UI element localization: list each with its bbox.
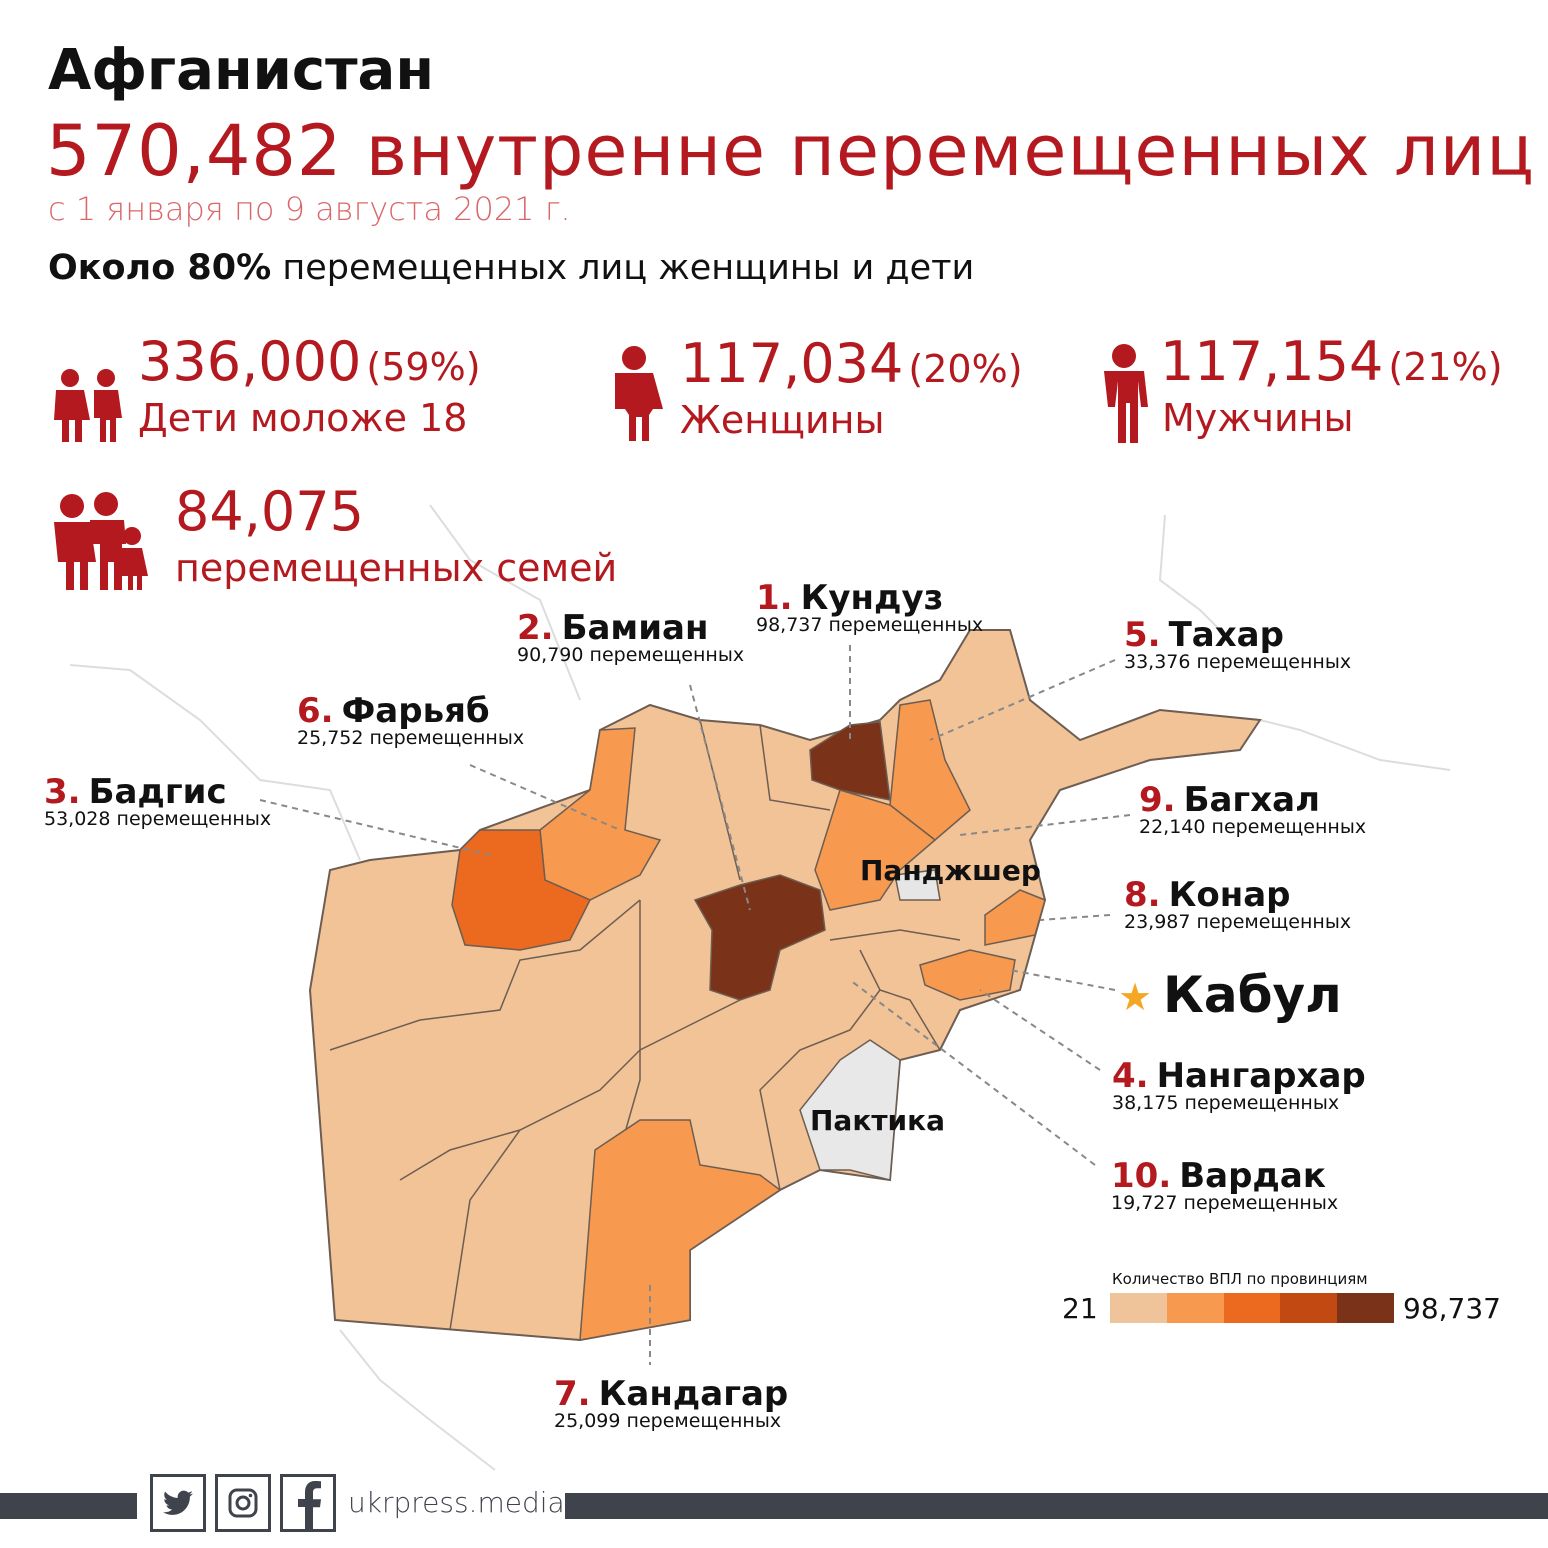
footer-bar-right — [565, 1493, 1548, 1519]
stat-pct: (20%) — [908, 347, 1023, 391]
legend-title: Количество ВПЛ по провинциям — [1112, 1270, 1368, 1288]
map-label-kabul: Кабул — [1163, 966, 1342, 1024]
province-label-konar: 8. Конар 23,987 перемещенных — [1124, 875, 1351, 933]
legend-swatch — [1280, 1293, 1338, 1323]
province-name: Вардак — [1179, 1156, 1326, 1196]
province-label-baghlan: 9. Багхал 22,140 перемещенных — [1139, 780, 1366, 838]
stat-men: 117,154 (21%) — [1160, 330, 1503, 393]
province-name: Тахар — [1168, 615, 1284, 655]
stat-value: 117,154 — [1160, 330, 1384, 393]
rank: 10. — [1111, 1156, 1172, 1196]
stat-label: Женщины — [680, 398, 885, 442]
legend-swatch — [1337, 1293, 1394, 1323]
province-name: Кундуз — [800, 578, 944, 618]
legend-scale — [1110, 1293, 1394, 1323]
count: 90,790 перемещенных — [517, 644, 745, 666]
province-label-faryab: 6. Фарьяб 25,752 перемещенных — [297, 691, 524, 749]
province-name: Бадгис — [88, 772, 227, 812]
province-label-bamian: 2. Бамиан 90,790 перемещенных — [517, 608, 744, 666]
stat-families-label: перемещенных семей — [175, 546, 618, 590]
summary-bold: Около 80% — [48, 248, 272, 288]
province-panjshir — [894, 869, 941, 901]
twitter-icon[interactable] — [150, 1474, 206, 1532]
province-label-badghis: 3. Бадгис 53,028 перемещенных — [44, 772, 271, 830]
count: 23,987 перемещенных — [1124, 911, 1352, 933]
province-bamian — [693, 874, 826, 1001]
stat-value: 117,034 — [680, 332, 904, 395]
map-label-panjshir: Панджшер — [860, 854, 1041, 887]
count: 25,099 перемещенных — [554, 1410, 782, 1432]
date-range: с 1 января по 9 августа 2021 г. — [48, 190, 571, 228]
stat-label: Дети моложе 18 — [138, 396, 468, 440]
province-label-kandahar: 7. Кандагар 25,099 перемещенных — [554, 1374, 788, 1432]
summary-rest: перемещенных лиц женщины и дети — [271, 248, 975, 288]
province-label-takhar: 5. Тахар 33,376 перемещенных — [1124, 615, 1351, 673]
count: 25,752 перемещенных — [297, 727, 525, 749]
province-name: Бамиан — [561, 608, 709, 648]
province-kandahar — [579, 1119, 782, 1341]
family-icon — [46, 492, 150, 596]
province-label-wardak: 10. Вардак 19,727 перемещенных — [1111, 1156, 1338, 1214]
count: 38,175 перемещенных — [1112, 1092, 1340, 1114]
legend-swatch — [1110, 1293, 1167, 1323]
woman-icon — [605, 345, 663, 445]
stat-families-value: 84,075 — [175, 480, 364, 543]
stat-pct: (21%) — [1388, 345, 1503, 389]
facebook-icon[interactable] — [280, 1474, 336, 1532]
province-baghlan — [814, 789, 937, 911]
rank: 5. — [1124, 615, 1161, 655]
count: 33,376 перемещенных — [1124, 651, 1352, 673]
rank: 7. — [554, 1374, 591, 1414]
count: 19,727 перемещенных — [1111, 1192, 1339, 1214]
province-label-kunduz: 1. Кундуз 98,737 перемещенных — [756, 578, 983, 636]
province-name: Фарьяб — [341, 691, 490, 731]
province-borders — [329, 719, 961, 1331]
stat-women: 117,034 (20%) — [680, 332, 1023, 395]
legend-min: 21 — [1062, 1292, 1098, 1325]
stat-children: 336,000 (59%) — [138, 330, 481, 393]
neighbor-borders — [69, 504, 1451, 1471]
instagram-icon[interactable] — [215, 1474, 271, 1532]
province-konar — [984, 889, 1046, 946]
stat-pct: (59%) — [366, 345, 481, 389]
page-title: Афганистан — [48, 38, 435, 103]
province-paktika — [799, 1039, 901, 1181]
star-icon: ★ — [1118, 975, 1153, 1019]
rank: 8. — [1124, 875, 1161, 915]
children-icon — [50, 368, 126, 446]
website-link[interactable]: ukrpress.media — [348, 1486, 565, 1519]
count: 22,140 перемещенных — [1139, 816, 1367, 838]
rank: 6. — [297, 691, 334, 731]
man-icon — [1098, 343, 1150, 447]
legend-max: 98,737 — [1403, 1292, 1501, 1325]
summary: Около 80% перемещенных лиц женщины и дет… — [48, 248, 974, 288]
rank: 9. — [1139, 780, 1176, 820]
province-label-nangarhar: 4. Нангархар 38,175 перемещенных — [1112, 1056, 1366, 1114]
footer-bar-left — [0, 1493, 137, 1519]
rank: 2. — [517, 608, 554, 648]
rank: 1. — [756, 578, 793, 618]
count: 98,737 перемещенных — [756, 614, 984, 636]
province-nangarhar — [919, 949, 1016, 1001]
province-name: Багхал — [1183, 780, 1320, 820]
province-badghis — [451, 829, 592, 951]
count: 53,028 перемещенных — [44, 808, 272, 830]
leader-lines — [259, 645, 1131, 1365]
stat-value: 336,000 — [138, 330, 362, 393]
rank: 3. — [44, 772, 81, 812]
province-name: Кандагар — [598, 1374, 789, 1414]
province-name: Нангархар — [1156, 1056, 1366, 1096]
rank: 4. — [1112, 1056, 1149, 1096]
legend-swatch — [1166, 1293, 1224, 1323]
legend-swatch — [1223, 1293, 1281, 1323]
stat-label: Мужчины — [1162, 396, 1354, 440]
province-name: Конар — [1168, 875, 1291, 915]
headline: 570,482 внутренне перемещенных лиц — [46, 110, 1535, 192]
map-label-paktika: Пактика — [810, 1104, 946, 1137]
